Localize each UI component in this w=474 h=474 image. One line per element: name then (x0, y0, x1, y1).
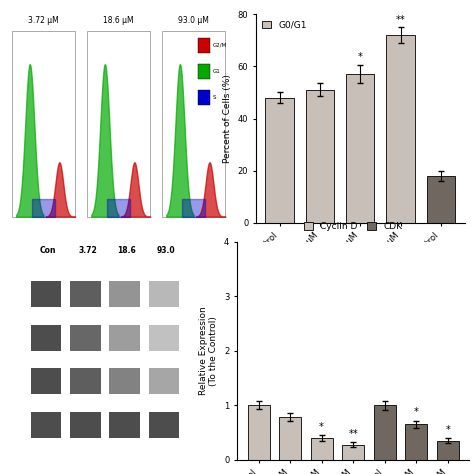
Text: S: S (213, 95, 217, 100)
Bar (70, 325, 100, 351)
Text: 3.72: 3.72 (78, 246, 97, 255)
Bar (405, 424, 427, 460)
Bar (198, 90, 210, 105)
Bar (374, 405, 396, 460)
Bar (149, 412, 179, 438)
Bar (109, 368, 140, 394)
Bar (87, 31, 150, 217)
Text: G1: G1 (213, 69, 221, 74)
Bar (342, 445, 364, 460)
Text: 3.72 μM: 3.72 μM (28, 16, 59, 25)
Y-axis label: Relative Expression
(To the Control): Relative Expression (To the Control) (199, 306, 219, 395)
Bar (306, 90, 334, 223)
Bar (70, 412, 100, 438)
Text: *: * (414, 407, 419, 417)
Bar (109, 325, 140, 351)
Bar (386, 35, 415, 223)
Bar (346, 74, 374, 223)
Bar (70, 368, 100, 394)
Bar (162, 31, 226, 217)
Bar (437, 441, 459, 460)
Bar (198, 38, 210, 53)
Text: *: * (445, 425, 450, 435)
Text: **: ** (348, 429, 358, 439)
Bar (70, 281, 100, 307)
Legend: G0/G1: G0/G1 (261, 19, 309, 31)
Bar (31, 368, 62, 394)
Bar (247, 405, 270, 460)
Bar (310, 438, 333, 460)
Bar (109, 281, 140, 307)
Bar (265, 98, 294, 223)
Bar (31, 412, 62, 438)
Text: *: * (358, 53, 363, 63)
Text: 18.6: 18.6 (118, 246, 136, 255)
Text: G2/M: G2/M (213, 43, 227, 48)
Bar (279, 417, 301, 460)
Text: 93.0 μM: 93.0 μM (178, 16, 209, 25)
Bar (149, 325, 179, 351)
Text: 93.0: 93.0 (157, 246, 175, 255)
Legend: Cyclin D, CDK: Cyclin D, CDK (302, 220, 404, 233)
Bar (109, 412, 140, 438)
Bar (198, 64, 210, 79)
Bar (31, 325, 62, 351)
Bar (31, 281, 62, 307)
Bar (427, 176, 455, 223)
Text: 18.6 μM: 18.6 μM (103, 16, 134, 25)
Bar (149, 281, 179, 307)
Bar (149, 368, 179, 394)
Bar (11, 31, 75, 217)
Text: *: * (319, 422, 324, 432)
Text: **: ** (396, 15, 405, 25)
Text: Con: Con (40, 246, 56, 255)
Y-axis label: Percent of Cells (%): Percent of Cells (%) (223, 74, 232, 163)
